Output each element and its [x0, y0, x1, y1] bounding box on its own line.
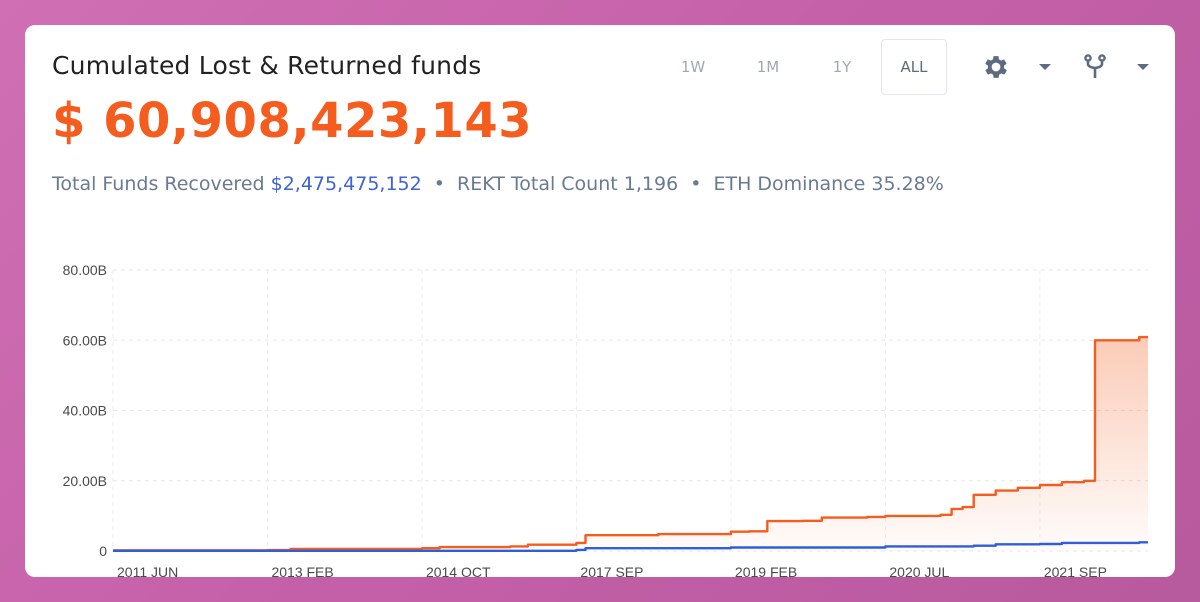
range-all-button[interactable]: ALL	[881, 39, 947, 95]
chart-title: Cumulated Lost & Returned funds	[52, 51, 482, 80]
separator-dot: •	[433, 173, 445, 195]
x-tick-label: 2014 OCT	[426, 564, 491, 577]
range-1m-button[interactable]: 1M	[756, 58, 780, 76]
y-tick-label: 40.00B	[63, 403, 107, 419]
chart-series	[113, 335, 1148, 552]
separator-dot: •	[690, 173, 702, 195]
gear-icon[interactable]	[980, 51, 1012, 83]
chart-card: Cumulated Lost & Returned funds $ 60,908…	[25, 25, 1175, 577]
x-tick-label: 2020 JUL	[889, 564, 949, 577]
rekt-count-value: 1,196	[623, 173, 679, 195]
stats-row: Total Funds Recovered $2,475,475,152 • R…	[52, 173, 944, 195]
total-lost-value: $ 60,908,423,143	[52, 93, 533, 149]
returned-funds-line	[113, 541, 1148, 552]
lost-funds-area	[113, 337, 1148, 551]
rekt-count-label: REKT Total Count	[457, 173, 618, 195]
caret-down-icon[interactable]	[1029, 51, 1061, 83]
y-tick-label: 20.00B	[63, 473, 107, 489]
x-axis: 2011 JUN 2013 FEB 2014 OCT 2017 SEP 2019 FEB…	[117, 564, 1107, 577]
x-tick-label: 2021 SEP	[1044, 564, 1107, 577]
caret-down-icon[interactable]	[1127, 51, 1159, 83]
y-axis: 0 20.00B 40.00B 60.00B 80.00B	[63, 262, 108, 559]
x-tick-label: 2013 FEB	[271, 564, 333, 577]
range-1y-button[interactable]: 1Y	[832, 58, 852, 76]
y-tick-label: 0	[99, 543, 107, 559]
recovered-value[interactable]: $2,475,475,152	[270, 173, 422, 195]
lost-funds-line	[113, 335, 1148, 552]
y-tick-label: 60.00B	[63, 332, 107, 348]
y-tick-label: 80.00B	[63, 262, 107, 278]
lost-returned-area-chart: 0 20.00B 40.00B 60.00B 80.00B 2011 JUN 2013 F…	[63, 262, 1148, 577]
eth-dominance-value: 35.28%	[871, 173, 944, 195]
fork-icon[interactable]	[1079, 51, 1111, 83]
recovered-label: Total Funds Recovered	[52, 173, 265, 195]
x-tick-label: 2011 JUN	[117, 564, 178, 577]
x-tick-label: 2019 FEB	[735, 564, 797, 577]
eth-dominance-label: ETH Dominance	[713, 173, 866, 195]
x-tick-label: 2017 SEP	[580, 564, 643, 577]
range-1w-button[interactable]: 1W	[680, 58, 706, 76]
